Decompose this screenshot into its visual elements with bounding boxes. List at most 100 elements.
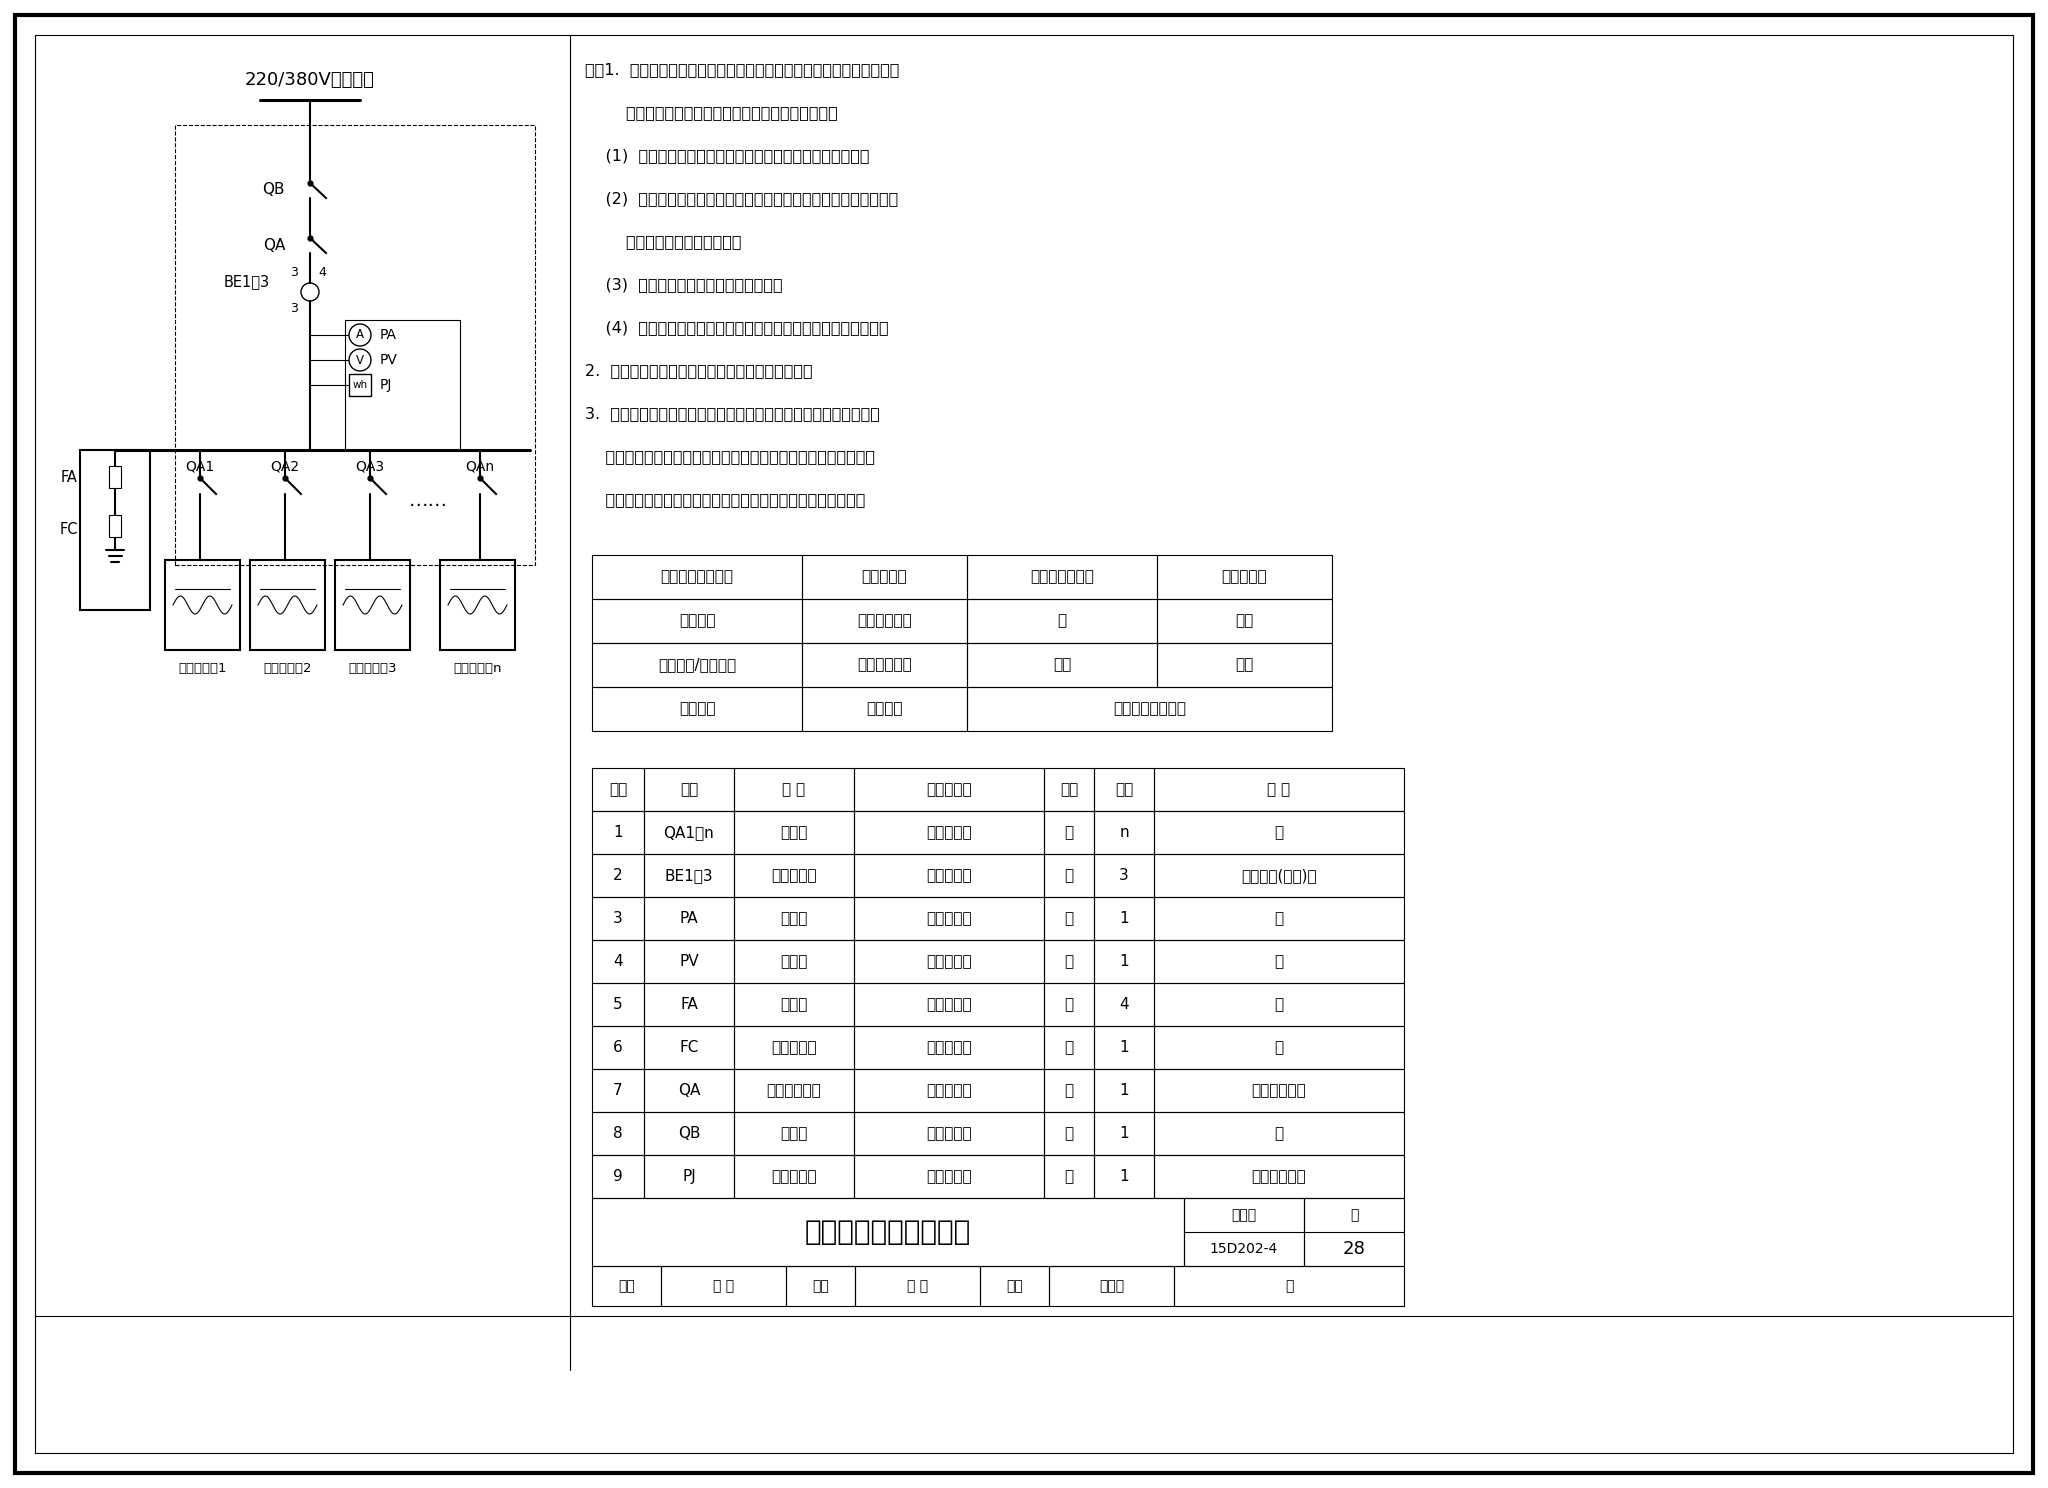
Text: 单位: 单位 (1061, 783, 1077, 798)
Text: 4: 4 (317, 265, 326, 278)
Text: 设置: 设置 (1235, 658, 1253, 673)
Bar (854, 897, 1044, 940)
Text: PV: PV (680, 954, 698, 969)
Bar (854, 854, 1044, 897)
Bar (1094, 1068, 1153, 1112)
Bar (643, 854, 733, 897)
Text: 个: 个 (1065, 824, 1073, 841)
Bar (854, 1112, 1044, 1155)
Text: 个: 个 (1065, 1083, 1073, 1098)
Bar (80, 449, 150, 610)
Text: 并网电能表: 并网电能表 (772, 1170, 817, 1184)
Bar (1184, 1198, 1305, 1266)
Text: QB: QB (262, 183, 285, 198)
Text: 3: 3 (291, 265, 299, 278)
Bar (174, 125, 535, 565)
Bar (733, 854, 854, 897)
Bar (1153, 811, 1405, 854)
Bar (592, 768, 643, 811)
Bar (440, 559, 514, 650)
Text: 在关口处合一设置: 在关口处合一设置 (1112, 701, 1186, 717)
Text: 总断路器，断路器的选型及安装应符合下列要求：: 总断路器，断路器的选型及安装应符合下列要求： (586, 106, 838, 121)
Text: 由设计确定: 由设计确定 (926, 911, 973, 926)
Bar (250, 559, 326, 650)
Bar (733, 1068, 854, 1112)
Bar (662, 1266, 786, 1306)
Text: 刘 捷: 刘 捷 (713, 1280, 733, 1293)
Text: 6: 6 (612, 1040, 623, 1055)
Bar (981, 1266, 1049, 1306)
Text: 满足并网要求: 满足并网要求 (1251, 1083, 1307, 1098)
Bar (733, 768, 854, 811)
Text: 个: 个 (1065, 997, 1073, 1012)
Text: 个: 个 (1065, 1170, 1073, 1184)
Text: 由设计确定: 由设计确定 (926, 1170, 973, 1184)
Bar (643, 1112, 733, 1155)
Text: 页: 页 (1350, 1208, 1358, 1222)
Text: 1: 1 (1118, 1040, 1128, 1055)
Text: 1: 1 (1118, 1170, 1128, 1184)
Bar (1044, 940, 1094, 984)
Text: 15D202-4: 15D202-4 (1210, 1242, 1278, 1256)
Bar (592, 1198, 1184, 1266)
Text: 关口计量电能表: 关口计量电能表 (1030, 570, 1094, 585)
Text: 名 称: 名 称 (782, 783, 805, 798)
Text: n: n (1118, 824, 1128, 841)
Text: 4: 4 (612, 954, 623, 969)
Bar (854, 811, 1044, 854)
Bar (803, 643, 967, 687)
Text: 并网逆变器3: 并网逆变器3 (348, 662, 397, 674)
Bar (967, 687, 1331, 731)
Bar (1094, 984, 1153, 1027)
Bar (967, 555, 1157, 600)
Bar (854, 1266, 981, 1306)
Text: 1: 1 (612, 824, 623, 841)
Bar (1044, 1155, 1094, 1198)
Text: QAn: QAn (465, 460, 494, 475)
Bar (733, 811, 854, 854)
Text: BE1～3: BE1～3 (223, 274, 270, 290)
Bar (1157, 643, 1331, 687)
Text: FA: FA (61, 470, 78, 485)
Text: 1: 1 (1118, 911, 1128, 926)
Text: 7: 7 (612, 1083, 623, 1098)
Text: QA2: QA2 (270, 460, 299, 475)
Bar (592, 1155, 643, 1198)
Text: 自发自用/余量上网: 自发自用/余量上网 (657, 658, 735, 673)
Text: 并网逆变器2: 并网逆变器2 (264, 662, 311, 674)
Bar (592, 1266, 662, 1306)
Text: A: A (356, 329, 365, 342)
Bar (592, 555, 803, 600)
Circle shape (348, 324, 371, 347)
Text: 由设计确定: 由设计确定 (926, 1126, 973, 1141)
Bar (592, 984, 643, 1027)
Bar (1157, 600, 1331, 643)
Text: 交流并网柜电气原理图: 交流并网柜电气原理图 (805, 1219, 971, 1245)
Bar (1094, 811, 1153, 854)
Text: 并网逆变器n: 并网逆变器n (453, 662, 502, 674)
Text: wh: wh (352, 379, 367, 390)
Text: 由设计确定: 由设计确定 (926, 954, 973, 969)
Text: PA: PA (680, 911, 698, 926)
Text: －: － (1274, 997, 1284, 1012)
Bar (592, 811, 643, 854)
Bar (1157, 555, 1331, 600)
Text: 9: 9 (612, 1170, 623, 1184)
Text: 3.  光伏系统电能表按照计量用途分为两类：关口计量电能表，用于: 3. 光伏系统电能表按照计量用途分为两类：关口计量电能表，用于 (586, 406, 881, 421)
Text: 电能计量(测量)用: 电能计量(测量)用 (1241, 868, 1317, 882)
Bar (1153, 984, 1405, 1027)
Bar (643, 811, 733, 854)
Text: 用户内部电网: 用户内部电网 (858, 613, 911, 628)
Text: 及同时切断中性线的功能；: 及同时切断中性线的功能； (586, 234, 741, 248)
Bar (733, 940, 854, 984)
Text: 系统商业运营模式: 系统商业运营模式 (662, 570, 733, 585)
Bar (1044, 811, 1094, 854)
Bar (1094, 1155, 1153, 1198)
Bar (592, 643, 803, 687)
Bar (733, 984, 854, 1027)
Bar (854, 940, 1044, 984)
Bar (1094, 854, 1153, 897)
Bar (344, 320, 461, 449)
Bar (643, 984, 733, 1027)
Bar (733, 1112, 854, 1155)
